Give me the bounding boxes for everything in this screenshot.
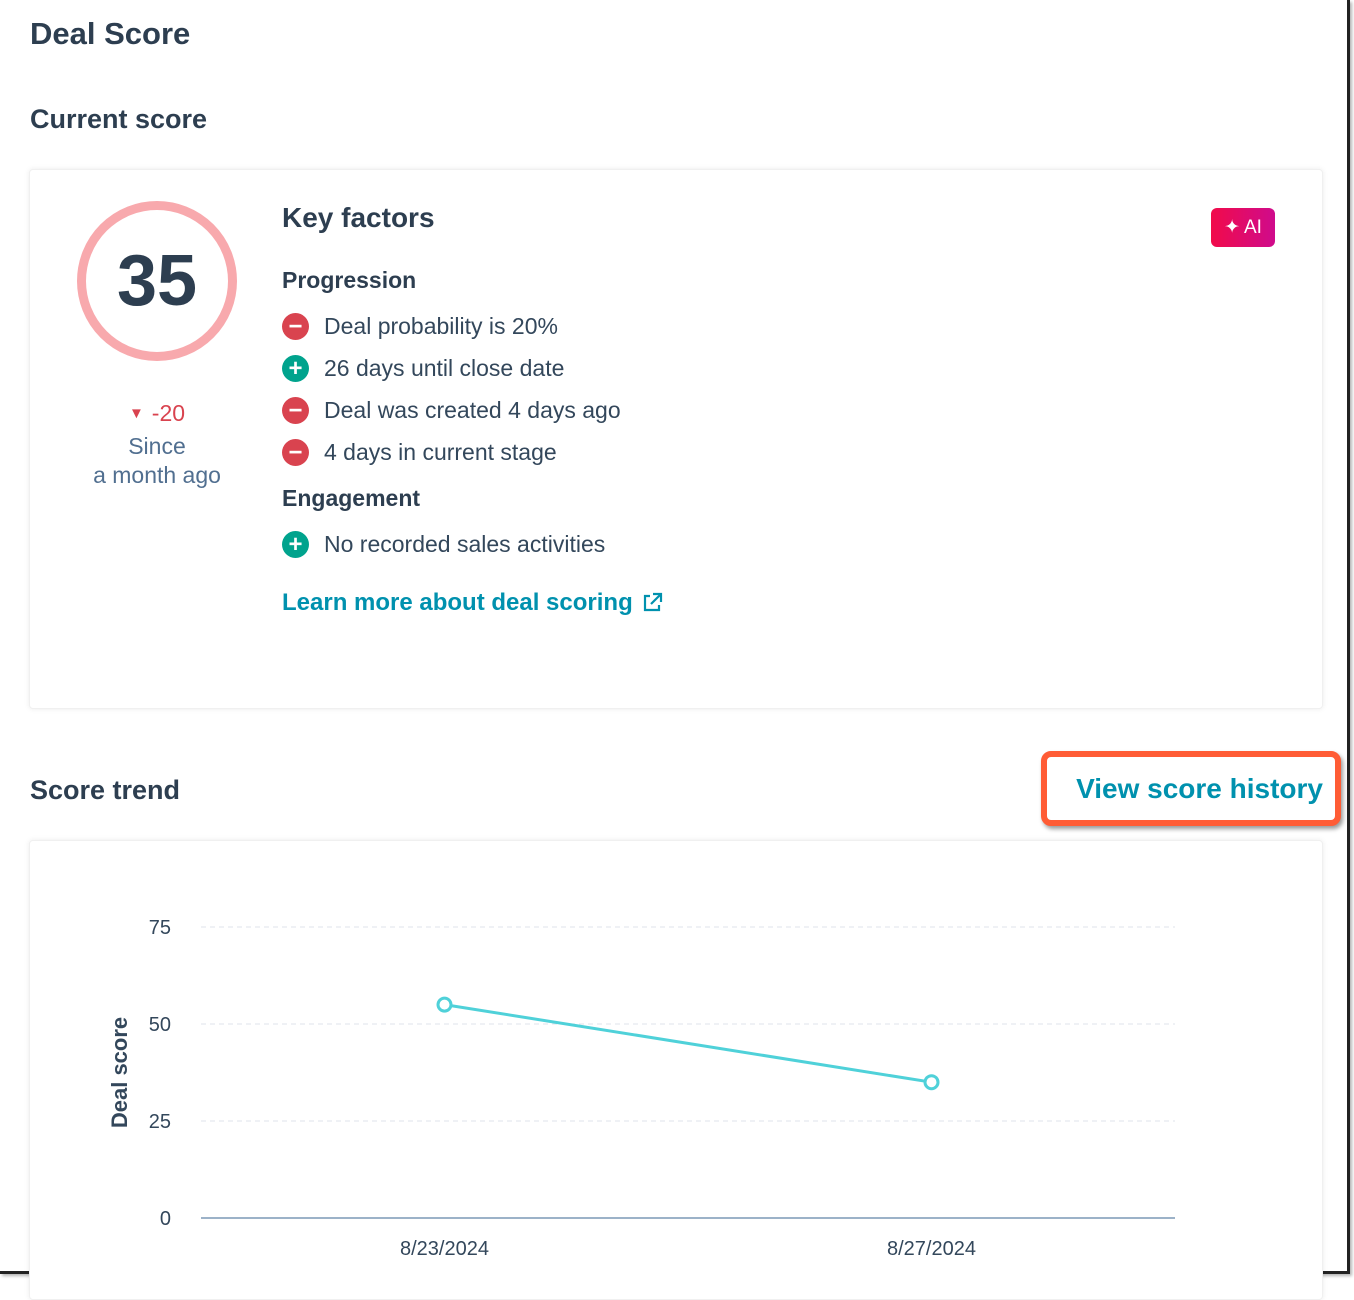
y-tick-label: 0 [160, 1208, 171, 1230]
minus-circle-icon: − [282, 439, 309, 466]
score-ring: 35 [77, 201, 237, 361]
plus-circle-icon: + [282, 531, 309, 558]
factor-item: +26 days until close date [282, 355, 564, 382]
current-score-heading: Current score [30, 104, 208, 134]
since-line2: a month ago [93, 462, 221, 488]
factor-item: −4 days in current stage [282, 439, 557, 466]
score-value: 35 [116, 241, 198, 321]
sparkle-icon: ✦ [1224, 217, 1240, 238]
series-line [444, 1003, 932, 1084]
y-tick-label: 50 [149, 1014, 171, 1036]
minus-circle-icon: − [282, 313, 309, 340]
factor-text: 4 days in current stage [324, 439, 557, 465]
ai-badge-label: AI [1243, 216, 1262, 238]
factor-item: − Deal probability is 20% [282, 313, 558, 340]
factor-text: Deal probability is 20% [324, 313, 558, 339]
minus-circle-icon: − [282, 397, 309, 424]
score-trend-card [29, 840, 1323, 1300]
delta-value: -20 [151, 400, 186, 426]
score-delta: ▼ -20 [60, 400, 254, 427]
factor-text: Deal was created 4 days ago [324, 397, 621, 423]
x-tick-label: 8/23/2024 [400, 1238, 489, 1260]
learn-more-link[interactable]: Learn more about deal scoring [282, 589, 663, 617]
group-progression: Progression [282, 267, 417, 293]
data-point [923, 1074, 940, 1091]
plus-circle-icon: + [282, 355, 309, 382]
learn-more-label: Learn more about deal scoring [282, 589, 633, 616]
x-tick-label: 8/27/2024 [887, 1238, 976, 1260]
view-score-history-link[interactable]: View score history [1041, 751, 1341, 826]
y-axis-label: Deal score [107, 1017, 132, 1128]
since-text: Since a month ago [60, 432, 254, 490]
factor-item: − Deal was created 4 days ago [282, 397, 621, 424]
page-title: Deal Score [30, 16, 191, 51]
factor-text: No recorded sales activities [324, 531, 606, 557]
data-point [436, 996, 453, 1013]
key-factors-heading: Key factors [282, 202, 435, 233]
y-tick-label: 25 [149, 1111, 171, 1133]
factor-text: 26 days until close date [324, 355, 565, 381]
factor-item: + No recorded sales activities [282, 531, 605, 558]
current-score-card [29, 169, 1323, 709]
ai-badge: ✦ AI [1211, 208, 1275, 247]
down-triangle-icon: ▼ [128, 405, 144, 422]
y-tick-label: 75 [149, 917, 171, 939]
external-link-icon [643, 592, 662, 612]
score-trend-heading: Score trend [30, 775, 181, 805]
group-engagement: Engagement [282, 485, 421, 511]
since-line1: Since [128, 433, 186, 459]
score-trend-chart: 0 25 50 75 Deal score 8/23/2024 8/27/2024 [107, 917, 1175, 1260]
